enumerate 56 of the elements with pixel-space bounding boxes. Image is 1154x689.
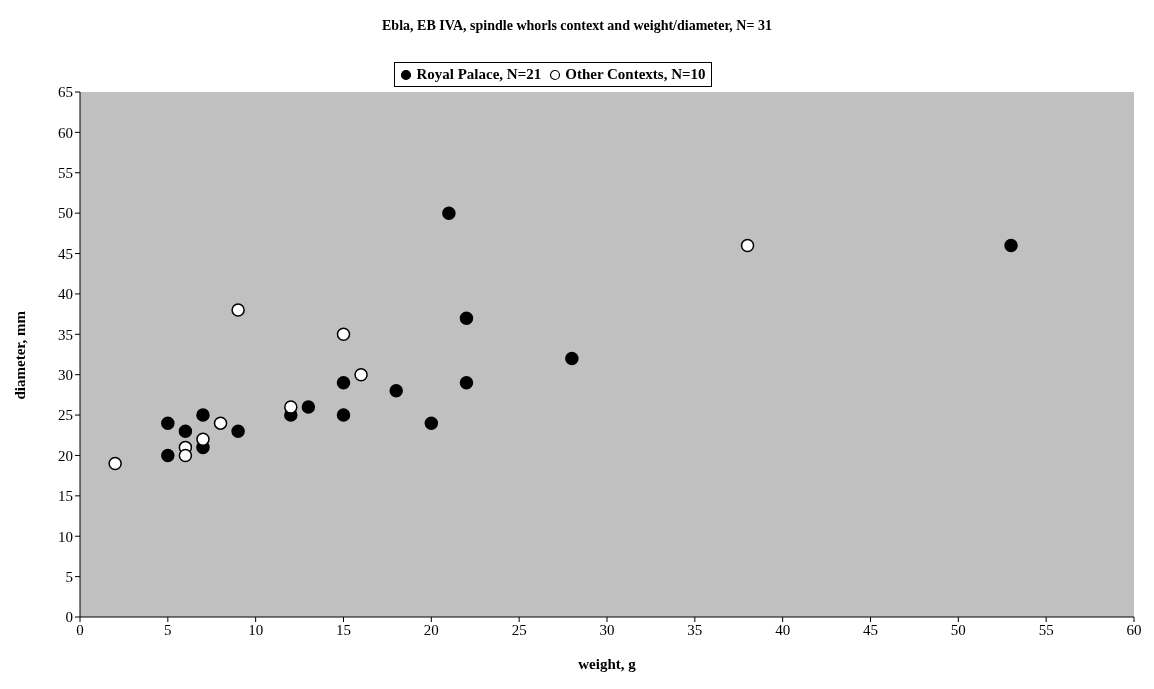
y-tick-label: 20 [58,447,73,464]
y-tick-label: 45 [58,245,73,262]
point [565,351,579,366]
x-tick-label: 25 [511,621,527,638]
y-tick-label: 35 [58,326,73,343]
x-axis-title: weight, g [578,656,637,672]
x-tick-label: 35 [687,621,703,638]
point [161,416,175,430]
y-tick-label: 55 [58,165,73,182]
x-tick-label: 40 [775,621,791,638]
y-axis-title: diameter, mm [12,310,29,400]
y-tick-label: 50 [58,205,73,222]
x-tick-label: 10 [248,621,264,638]
x-tick-label: 45 [863,621,878,638]
point [459,376,474,390]
x-tick-label: 20 [423,621,439,638]
y-tick-label: 30 [58,367,73,384]
y-tick-label: 25 [58,407,73,424]
point [178,448,193,463]
point [459,311,474,325]
point [231,424,245,438]
chart-title: Ebla, EB IVA, spindle whorls context and weight/diameter, N= 31 [381,18,773,34]
point [336,408,351,422]
y-tick-label: 65 [58,84,73,101]
point [108,456,122,471]
point [740,238,755,253]
point [196,432,210,447]
x-tick-label: 15 [336,621,351,638]
x-tick-label: 5 [164,621,172,638]
point [336,327,351,342]
legend-label: Royal Palace, N=21 [415,66,542,83]
point [1004,238,1018,253]
point [213,416,228,430]
x-tick-label: 55 [1038,621,1054,638]
point [336,376,351,390]
point [424,416,439,430]
y-tick-label: 15 [58,488,73,505]
point [178,424,193,438]
y-tick-label: 0 [65,609,73,626]
x-tick-label: 50 [950,621,966,638]
x-tick-label: 60 [1126,621,1142,638]
y-tick-label: 60 [58,124,73,141]
point [389,384,403,398]
point [354,367,368,382]
point [231,303,245,317]
point [284,400,298,414]
y-tick-label: 40 [58,286,73,303]
x-tick-label: 30 [599,621,615,638]
y-tick-label: 5 [65,568,73,585]
point [301,400,316,414]
point [196,408,210,422]
legend-label: Other Contexts, N=10 [564,66,706,83]
x-tick-label: 0 [76,621,84,638]
y-tick-label: 10 [58,528,73,545]
point [161,448,175,463]
point [442,206,456,220]
